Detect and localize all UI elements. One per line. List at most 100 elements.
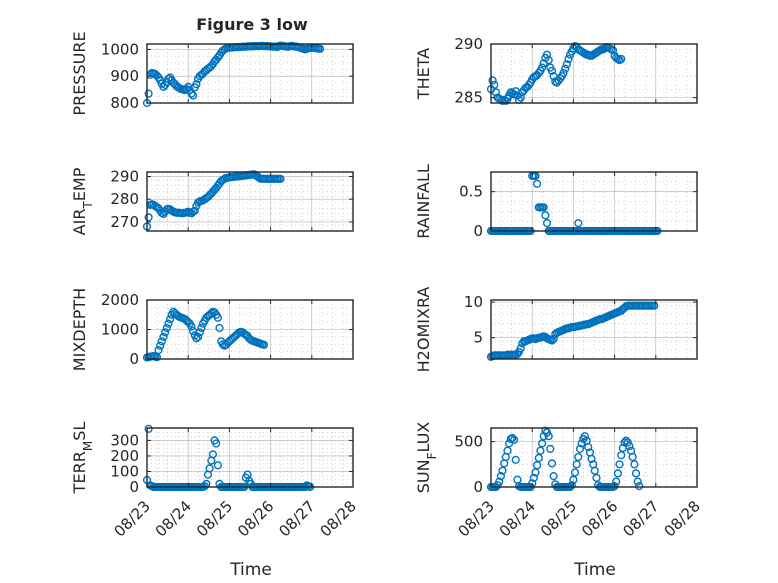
data-point [536, 446, 545, 455]
data-point [615, 460, 624, 469]
data-point [197, 323, 206, 333]
data-point [590, 466, 599, 475]
data-point [574, 452, 583, 462]
data-point [516, 344, 525, 353]
y-tick-label: 0 [129, 478, 139, 496]
data-point [187, 322, 196, 331]
data-point [544, 55, 553, 65]
data-point [491, 88, 501, 97]
chart-panel: 0 1000 2000 MIXDEPTH [70, 288, 354, 371]
data-point [547, 336, 557, 345]
y-tick-label: 10 [464, 293, 483, 311]
data-point [542, 219, 552, 228]
axes-frame [146, 171, 354, 232]
y-axis-label: MIXDEPTH [70, 288, 89, 371]
data-point [547, 459, 557, 468]
x-tick-label: 08/25 [193, 497, 236, 540]
data-series [486, 41, 626, 106]
data-point [162, 323, 171, 333]
x-tick-label: 08/27 [619, 497, 662, 540]
data-point [531, 468, 540, 477]
data-point [157, 337, 166, 346]
data-point [617, 451, 626, 460]
data-point [495, 477, 504, 486]
y-tick-label: 5 [473, 329, 483, 347]
y-axis-label-subscript: T [81, 201, 95, 210]
y-axis-label-subscript: M [81, 441, 95, 451]
y-axis-label: THETA [414, 48, 433, 100]
data-point [562, 60, 571, 69]
chart-panel: 285 290 THETA [414, 35, 698, 107]
data-point [164, 319, 173, 328]
axes-frame [146, 427, 354, 488]
data-point [144, 213, 153, 222]
y-tick-label: 200 [110, 447, 139, 465]
data-point [194, 332, 203, 342]
data-point [587, 454, 596, 464]
data-point [623, 438, 632, 447]
data-point [559, 68, 568, 78]
data-series [142, 307, 269, 362]
data-point [549, 335, 558, 344]
data-point [570, 468, 580, 477]
data-point [213, 461, 223, 470]
y-tick-label: 0 [473, 478, 483, 496]
data-point [511, 455, 520, 464]
y-tick-label: 100 [110, 462, 139, 480]
y-tick-label: 900 [110, 67, 139, 85]
axes-frame [490, 43, 698, 104]
data-point [187, 89, 196, 98]
data-point [541, 211, 550, 220]
data-point [546, 444, 555, 454]
data-point [532, 461, 542, 470]
data-point [503, 446, 512, 455]
axes-frame [490, 171, 698, 232]
chart-panel: 0 0.5 RAINFALL [414, 164, 698, 240]
data-point [192, 80, 201, 89]
data-point [529, 473, 538, 483]
data-point [207, 309, 216, 318]
y-axis-label: TERRMSL [70, 422, 95, 495]
axes-frame [490, 299, 698, 360]
data-point [542, 50, 552, 59]
data-point [205, 464, 214, 473]
axes-frame [490, 427, 698, 488]
data-point [617, 54, 626, 64]
y-axis-label: RAINFALL [414, 164, 433, 239]
data-point [544, 432, 553, 441]
data-point [192, 334, 201, 343]
data-point [213, 313, 223, 322]
plot-area [491, 300, 697, 359]
data-series [142, 41, 325, 108]
y-axis-label-main: TERR [70, 451, 89, 494]
y-axis-label-subscript: F [425, 452, 439, 459]
data-point [574, 219, 583, 228]
data-series [142, 170, 285, 231]
y-axis-label: AIRTEMP [70, 167, 95, 235]
data-point [561, 64, 570, 73]
y-tick-label: 1000 [101, 40, 139, 58]
data-point [625, 442, 634, 451]
y-tick-label: 1000 [101, 321, 139, 339]
x-tick-label: 08/24 [152, 497, 195, 540]
x-axis-title-left: Time [229, 560, 272, 580]
data-point [166, 315, 175, 324]
y-tick-label: 0 [473, 222, 483, 240]
data-point [628, 452, 637, 462]
data-point [154, 346, 163, 355]
x-tick-label: 08/27 [275, 497, 318, 540]
y-axis-label-tail: LUX [414, 422, 433, 453]
data-point [159, 332, 168, 342]
data-point [498, 466, 507, 475]
y-tick-label: 0 [129, 350, 139, 368]
data-point [488, 76, 497, 85]
chart-panel: 800 900 1000 PRESSURE [70, 31, 354, 116]
chart-panel: 5 10 H2OMIXRA [414, 287, 698, 372]
y-axis-label-main: AIR [70, 209, 89, 236]
x-tick-label: 08/28 [317, 497, 360, 540]
y-tick-label: 270 [110, 213, 139, 231]
data-point [212, 439, 221, 448]
x-tick-label: 08/24 [496, 497, 539, 540]
data-point [144, 424, 153, 433]
